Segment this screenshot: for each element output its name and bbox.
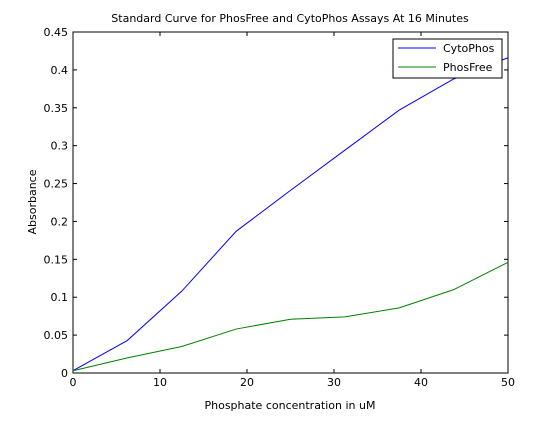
data-point-phosfree: [127, 357, 128, 358]
data-point-cytophos: [236, 231, 237, 232]
y-tick-label: 0.45: [44, 26, 69, 39]
data-point-phosfree: [453, 289, 454, 290]
x-tick-label: 30: [327, 376, 341, 389]
legend-box: [392, 38, 503, 79]
series-line-cytophos: [72, 57, 509, 372]
y-tick-label: 0.1: [51, 291, 69, 304]
legend-label-cytophos: CytoPhos: [443, 42, 495, 55]
y-tick-label: 0.35: [44, 102, 69, 115]
data-point-cytophos: [344, 150, 345, 151]
y-tick-label: 0.25: [44, 178, 69, 191]
series-line-phosfree: [72, 261, 509, 372]
data-point-cytophos: [453, 78, 454, 79]
x-tick-label: 0: [70, 376, 77, 389]
plot-area: [72, 31, 509, 374]
data-point-cytophos: [508, 57, 509, 58]
data-point-phosfree: [508, 262, 509, 263]
y-tick-label: 0.4: [51, 64, 69, 77]
legend-label-phosfree: PhosFree: [443, 61, 493, 74]
y-axis-label: Absorbance: [26, 169, 39, 234]
chart-title: Standard Curve for PhosFree and CytoPhos…: [111, 12, 469, 25]
x-axis-label: Phosphate concentration in uM: [204, 399, 375, 412]
y-tick-label: 0.2: [51, 215, 69, 228]
data-point-phosfree: [73, 370, 74, 371]
y-tick-label: 0.3: [51, 140, 69, 153]
x-tick-label: 20: [240, 376, 254, 389]
y-tick-label: 0: [61, 367, 68, 380]
data-point-cytophos: [127, 340, 128, 341]
data-point-phosfree: [399, 307, 400, 308]
x-tick-label: 40: [414, 376, 428, 389]
x-tick-label: 10: [153, 376, 167, 389]
y-axis: 0 0.05 0.1 0.15 0.2 0.25 0.3 0.35 0.4 0.45: [44, 26, 508, 380]
data-point-cytophos: [290, 190, 291, 191]
y-tick-label: 0.15: [44, 253, 69, 266]
x-axis: 0 10 20 30 40 50: [70, 32, 515, 389]
data-point-cytophos: [181, 291, 182, 292]
legend: CytoPhos PhosFree: [392, 38, 503, 79]
y-tick-label: 0.05: [44, 329, 69, 342]
data-point-phosfree: [290, 319, 291, 320]
data-point-phosfree: [181, 346, 182, 347]
data-point-phosfree: [344, 316, 345, 317]
plot-box: [72, 31, 509, 374]
series-layer: [72, 57, 509, 372]
x-tick-label: 50: [501, 376, 515, 389]
data-point-cytophos: [399, 110, 400, 111]
data-point-phosfree: [236, 329, 237, 330]
